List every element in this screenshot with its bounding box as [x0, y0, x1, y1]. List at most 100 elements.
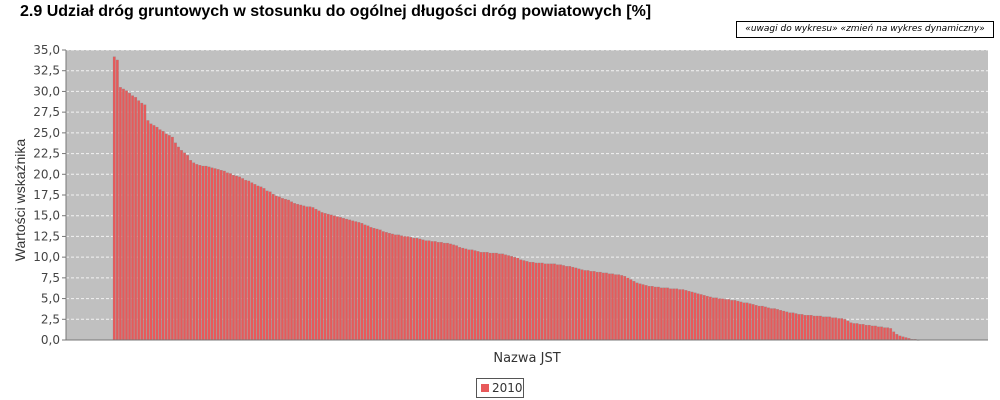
bar	[308, 206, 312, 341]
bar	[614, 274, 617, 341]
bar	[170, 136, 174, 341]
gridlines	[66, 49, 988, 320]
bar	[595, 271, 599, 341]
y-tick-label: 2,5	[41, 312, 60, 326]
bar	[696, 293, 700, 341]
bar	[222, 170, 226, 341]
bar	[387, 232, 391, 341]
bar	[809, 315, 813, 341]
legend: 2010	[476, 378, 524, 398]
bar	[256, 185, 260, 341]
bar	[332, 215, 336, 341]
bar	[293, 203, 296, 341]
bar	[427, 240, 431, 341]
bar	[815, 315, 819, 341]
bar	[345, 218, 348, 341]
bar	[470, 249, 474, 341]
bar	[244, 179, 248, 341]
bar	[620, 275, 624, 341]
bar	[748, 303, 752, 341]
bar	[351, 220, 355, 341]
bar	[870, 325, 874, 341]
chart-links-box: «uwagi do wykresu» «zmień na wykres dyna…	[736, 21, 994, 38]
bar	[797, 314, 801, 341]
bar	[794, 313, 798, 341]
bar	[510, 256, 514, 341]
bar	[525, 261, 529, 341]
bar	[681, 289, 685, 341]
bar	[788, 312, 792, 341]
bar	[898, 335, 902, 341]
bar	[739, 301, 743, 341]
bar	[118, 87, 122, 341]
bar	[317, 210, 321, 341]
y-tick-label: 10,0	[33, 250, 60, 264]
bar	[446, 242, 449, 341]
bar	[601, 272, 605, 341]
bar	[895, 334, 899, 341]
bar	[213, 168, 217, 341]
bar	[299, 204, 303, 341]
bar	[507, 255, 510, 341]
bar	[329, 214, 333, 341]
bar	[131, 95, 134, 341]
bar	[397, 234, 400, 341]
bar	[491, 252, 495, 341]
bar	[357, 222, 361, 341]
bar	[430, 241, 434, 341]
bar	[660, 287, 663, 341]
bar	[443, 242, 446, 341]
bar	[831, 317, 834, 341]
bar	[880, 326, 883, 341]
bar	[501, 253, 504, 341]
bar	[476, 251, 480, 341]
bar	[458, 247, 462, 341]
bar	[562, 265, 565, 341]
bar	[207, 166, 211, 341]
bar	[675, 288, 679, 341]
bar	[140, 102, 144, 341]
bar	[287, 199, 290, 341]
bar	[730, 300, 734, 341]
bar	[433, 241, 437, 341]
bar	[354, 221, 358, 341]
bar	[623, 276, 627, 341]
legend-swatch-2010	[481, 384, 489, 392]
bar	[302, 205, 306, 341]
bar	[605, 272, 608, 341]
x-axis-label: Nazwa JST	[493, 351, 560, 366]
bar	[323, 213, 327, 341]
bar	[767, 307, 770, 341]
bar	[892, 331, 896, 341]
bar	[760, 305, 764, 341]
bar	[849, 322, 853, 341]
bar	[867, 324, 871, 341]
bar	[834, 317, 838, 341]
bar	[522, 260, 526, 341]
bar	[803, 315, 807, 341]
bar	[534, 262, 538, 341]
bar	[452, 244, 455, 341]
bar	[653, 286, 657, 341]
bar	[366, 225, 370, 341]
bar	[210, 167, 214, 341]
bar	[394, 234, 397, 341]
bar	[134, 97, 138, 341]
bar	[320, 212, 324, 341]
y-tick-label: 5,0	[41, 292, 60, 306]
bar	[311, 207, 315, 341]
y-tick-label: 17,5	[33, 188, 60, 202]
bar	[886, 327, 890, 341]
y-axis-label: Wartości wskaźnika	[12, 139, 28, 262]
bar	[669, 288, 672, 341]
switch-to-dynamic-chart-link[interactable]: «zmień na wykres dynamiczny»	[840, 24, 985, 34]
bar	[843, 319, 847, 341]
bar	[812, 315, 816, 341]
y-tick-label: 25,0	[33, 126, 60, 140]
bar	[122, 88, 125, 341]
bar	[216, 169, 220, 341]
bar	[180, 150, 183, 341]
chart-notes-link[interactable]: «uwagi do wykresu»	[745, 24, 838, 34]
bar	[271, 194, 275, 341]
bar	[705, 295, 709, 341]
